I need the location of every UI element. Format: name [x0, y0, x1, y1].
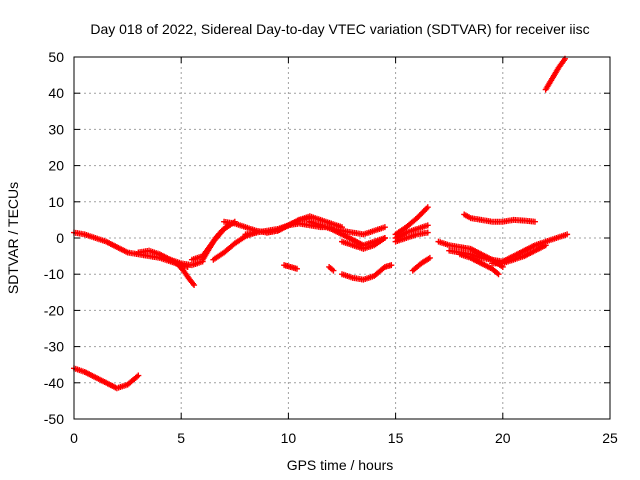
y-tick-label: 20: [48, 158, 64, 174]
series-s18: [392, 229, 431, 245]
series-s25: [542, 55, 568, 93]
x-axis-title: GPS time / hours: [287, 457, 394, 473]
data-point: [135, 372, 142, 379]
y-tick-label: -20: [44, 302, 64, 318]
series-s23: [489, 242, 549, 267]
series-s3: [167, 256, 198, 289]
data-point: [293, 265, 300, 272]
data-point: [564, 231, 571, 238]
x-tick-label: 10: [281, 430, 297, 446]
y-tick-label: 40: [48, 85, 64, 101]
data-point: [424, 222, 431, 229]
x-tick-labels: 0 5 10 15 20 25: [70, 430, 618, 446]
data-point: [542, 242, 549, 249]
series-s2: [135, 247, 206, 269]
y-tick-label: 10: [48, 194, 64, 210]
data-point: [426, 254, 433, 261]
y-tick-label: -50: [44, 411, 64, 427]
data-point: [191, 282, 198, 289]
x-tick-label: 5: [177, 430, 185, 446]
x-tick-label: 0: [70, 430, 78, 446]
chart-title: Day 018 of 2022, Sidereal Day-to-day VTE…: [90, 21, 589, 37]
data-point: [424, 229, 431, 236]
y-axis-title: SDTVAR / TECUs: [5, 182, 21, 294]
y-tick-label: -10: [44, 266, 64, 282]
series-s5: [199, 222, 232, 263]
data-point: [424, 204, 431, 211]
series-s12: [306, 218, 388, 238]
series-s15: [339, 262, 395, 283]
series-s13: [281, 262, 300, 272]
series-s14: [326, 263, 337, 274]
x-tick-label: 20: [495, 430, 511, 446]
y-tick-label: 50: [48, 49, 64, 65]
data-point: [381, 224, 388, 231]
x-tick-label: 25: [602, 430, 618, 446]
data-point: [531, 218, 538, 225]
series-s9: [263, 213, 345, 236]
y-tick-labels: -50 -40 -30 -20 -10 0 10 20 30 40 50: [44, 49, 64, 427]
data-point: [381, 235, 388, 241]
axis-ticks: [73, 56, 611, 420]
data-point: [495, 271, 502, 278]
y-tick-label: 30: [48, 121, 64, 137]
series-s26: [71, 365, 142, 392]
series-s22: [456, 251, 502, 278]
data-point: [494, 270, 501, 277]
data-points: [71, 55, 571, 392]
data-point: [388, 262, 395, 269]
y-tick-label: -40: [44, 375, 64, 391]
series-s11: [339, 235, 388, 252]
data-point: [330, 267, 337, 274]
series-s24: [461, 211, 538, 225]
series-s19: [409, 254, 433, 274]
y-tick-label: -30: [44, 339, 64, 355]
y-tick-label: 0: [56, 230, 64, 246]
x-tick-label: 15: [388, 430, 404, 446]
